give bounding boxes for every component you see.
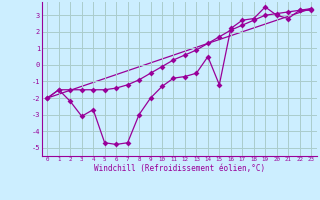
X-axis label: Windchill (Refroidissement éolien,°C): Windchill (Refroidissement éolien,°C)	[94, 164, 265, 173]
